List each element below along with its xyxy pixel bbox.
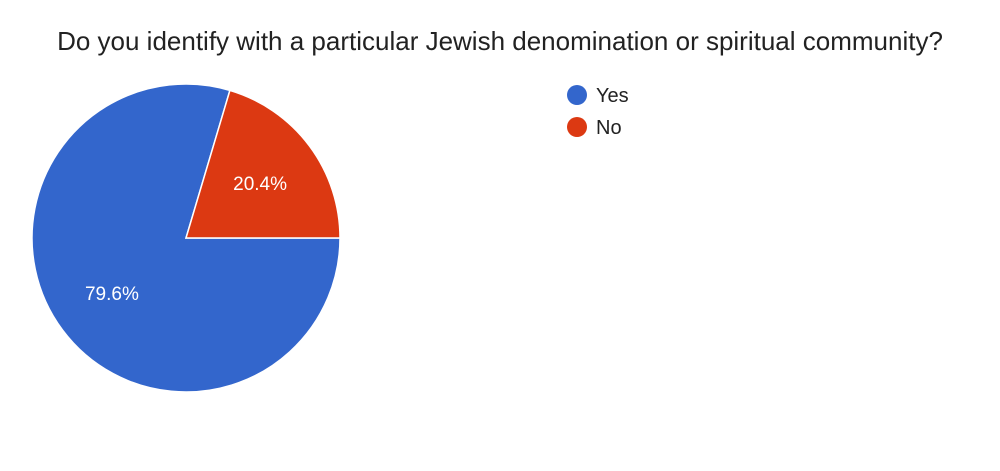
legend-label-no: No [596, 117, 622, 139]
slice-label-yes: 79.6% [85, 284, 139, 305]
pie-slices [31, 83, 341, 393]
slice-labels: 79.6% 20.4% [85, 174, 287, 305]
legend-label-yes: Yes [596, 85, 629, 107]
pie-slice-no [184, 89, 341, 239]
legend-marker-yes [567, 85, 587, 105]
legend: Yes No [567, 85, 629, 139]
chart-title: Do you identify with a particular Jewish… [57, 26, 943, 56]
slice-label-no: 20.4% [233, 174, 287, 195]
legend-marker-no [567, 117, 587, 137]
